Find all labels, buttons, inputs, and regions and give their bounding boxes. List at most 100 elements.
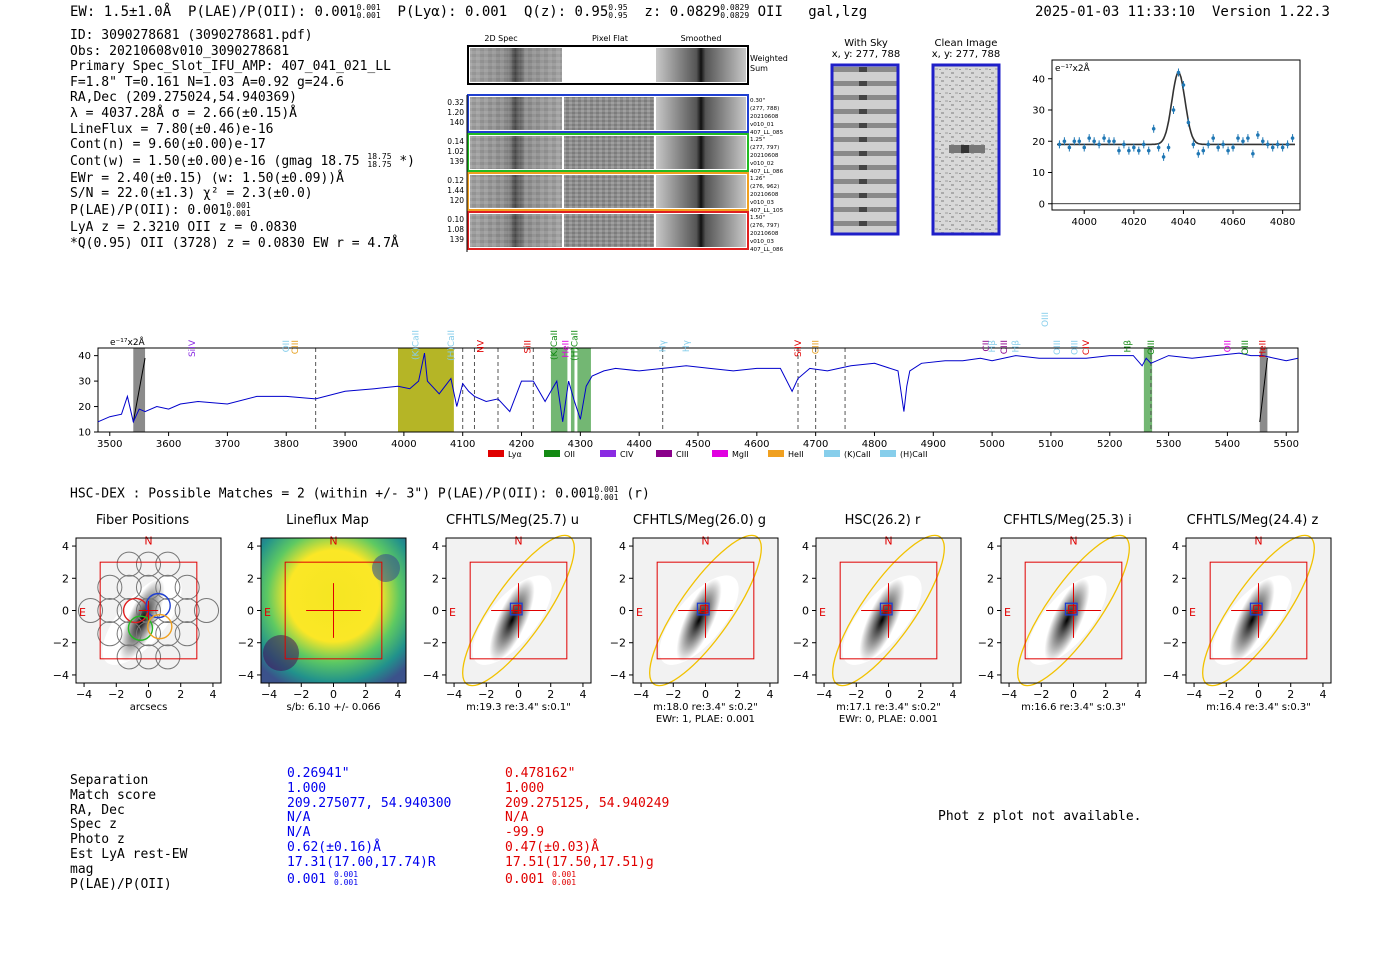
panel-title: Fiber Positions [95, 513, 190, 528]
panel-x-tick: 2 [734, 688, 741, 701]
fit-point [1226, 148, 1230, 153]
spectrum-x-tick: 5400 [1215, 439, 1240, 450]
panel-footer: m:16.6 re:3.4" s:0.3" [1021, 702, 1126, 713]
panel-x-tick: −4 [1001, 688, 1017, 701]
spectrum-x-tick: 4700 [803, 439, 828, 450]
cutout-right-value: v010_02 [750, 161, 774, 167]
panel-x-tick: 0 [330, 688, 337, 701]
panel-y-tick: −2 [610, 637, 626, 650]
panel-footer: EWr: 0, PLAE: 0.001 [839, 714, 938, 725]
header-plya: P(Lyα): 0.001 [397, 4, 508, 20]
counterpart-box [1064, 602, 1078, 616]
match-table-labels: Separation Match score RA, Dec Spec z Ph… [70, 773, 187, 892]
spectrum-line-label: SiII [523, 340, 533, 354]
info-contn: Cont(n) = 9.60(±0.00)e-17 [70, 137, 266, 153]
counterpart-box [879, 602, 893, 616]
fit-point [1141, 142, 1146, 147]
spectrum-line-label: SiIV [188, 339, 198, 357]
fit-point [1097, 142, 1101, 147]
legend-swatch [656, 450, 672, 457]
info-lya: LyA z = 2.3210 OII z = 0.0830 [70, 219, 297, 235]
cutout-left-value: 0.32 [447, 98, 464, 107]
fit-x-tick: 4080 [1270, 217, 1295, 228]
panel-x-tick: 0 [515, 688, 522, 701]
spectrum-line [97, 352, 1299, 424]
spectrum-x-tick: 3900 [332, 439, 357, 450]
legend-swatch [824, 450, 840, 457]
panel-y-tick: 4 [1172, 540, 1179, 553]
fit-point [1107, 139, 1111, 144]
legend-label: (H)CaII [900, 450, 927, 459]
panel-x-tick: −2 [478, 688, 494, 701]
fit-y-tick: 40 [1032, 74, 1045, 85]
spectrum-line-label: (H)CaII [447, 330, 457, 361]
panel-x-tick: 2 [362, 688, 369, 701]
cutout-left-value: 120 [450, 196, 465, 205]
cutout-right-value: (277, 797) [750, 145, 779, 151]
label-photoz: Photo z [70, 832, 125, 848]
cutout-left-value: 139 [450, 235, 465, 244]
label-match-score: Match score [70, 787, 157, 803]
fit-point [1211, 136, 1215, 140]
panel-footer: m:19.3 re:3.4" s:0.1" [466, 702, 571, 713]
match-col-2: 0.478162" 1.000 209.275125, 54.940249 N/… [505, 766, 670, 888]
compass-east: E [449, 606, 456, 619]
panel-title: Lineflux Map [286, 513, 369, 528]
cutout-left-value: 140 [450, 118, 465, 127]
spectrum-x-tick: 3500 [97, 439, 122, 450]
fit-point [1216, 145, 1220, 150]
compass-north: N [701, 534, 709, 547]
info-q: *Q(0.95) OII (3728) z = 0.0830 EW r = 4.… [70, 235, 399, 251]
panel-x-tick: −2 [108, 688, 124, 701]
panel-x-tick: 0 [1255, 688, 1262, 701]
spectrum-line-label: OIII [1070, 340, 1080, 355]
aperture-box [284, 561, 383, 660]
fit-point [1102, 136, 1106, 140]
fiber-circle [116, 621, 142, 647]
panel-y-tick: 2 [802, 572, 809, 585]
spectrum-line-label: CIII [1000, 340, 1010, 354]
compass-north: N [1069, 534, 1077, 547]
panel-y-tick: 2 [432, 572, 439, 585]
cutout-right-value: (277, 788) [750, 106, 779, 112]
spectrum-line-label: Hβ [988, 340, 998, 353]
panel-x-tick: −2 [293, 688, 309, 701]
fiber-circle [155, 551, 181, 577]
legend-swatch [488, 450, 504, 457]
compass-north: N [514, 534, 522, 547]
fit-y-tick: 30 [1032, 106, 1045, 117]
panel-y-tick: −2 [53, 637, 69, 650]
fiber-circle [77, 597, 104, 624]
spectrum-y-tick: 30 [78, 377, 91, 388]
compass-east: E [264, 606, 271, 619]
fiber-circle [135, 551, 162, 577]
panel-y-tick: 4 [619, 540, 626, 553]
fiber-circle [135, 644, 162, 670]
fiber-circle-highlight [127, 615, 154, 641]
clean-image-title: Clean Image x, y: 277, 788 [931, 38, 1001, 60]
aperture-box [656, 561, 755, 660]
fit-point [1057, 142, 1062, 147]
cutout-left-value: 1.02 [447, 147, 464, 156]
cutout-right-value: 407_LL_105 [750, 208, 784, 214]
compass-north: N [1254, 534, 1262, 547]
info-obs: Obs: 20210608v010_3090278681 [70, 43, 290, 59]
panel-5: HSC(26.2) r N E −4 −4 −2 −2 0 0 2 2 4 4 m:17.1 re:3.4… [790, 510, 975, 725]
fit-point [1067, 145, 1072, 150]
panel-7: CFHTLS/Meg(24.4) z N E −4 −4 −2 −2 0 0 2 2 4 4 m:16.4… [1160, 510, 1345, 715]
panel-3: CFHTLS/Meg(25.7) u N E −4 −4 −2 −2 0 0 2 2 4 4 m:19.3… [420, 510, 605, 715]
match-col-1: 0.26941" 1.000 209.275077, 54.940300 N/A… [287, 766, 452, 888]
fiber-circle [97, 597, 123, 624]
fit-point [1290, 136, 1295, 140]
panel-y-tick: 4 [802, 540, 809, 553]
panel-x-tick: 4 [1134, 688, 1141, 701]
counterpart-box [696, 602, 710, 616]
fit-point [1176, 70, 1181, 75]
fiber-circle-highlight [145, 592, 171, 619]
spectrum-shaded-band [550, 348, 568, 432]
panel-2: Lineflux Map N E −4 −4 −2 −2 0 0 2 2 4 4 s/b: 6.10 +/… [235, 510, 420, 715]
fit-point [1241, 139, 1245, 144]
spectrum-line-label: CIII [812, 340, 822, 354]
